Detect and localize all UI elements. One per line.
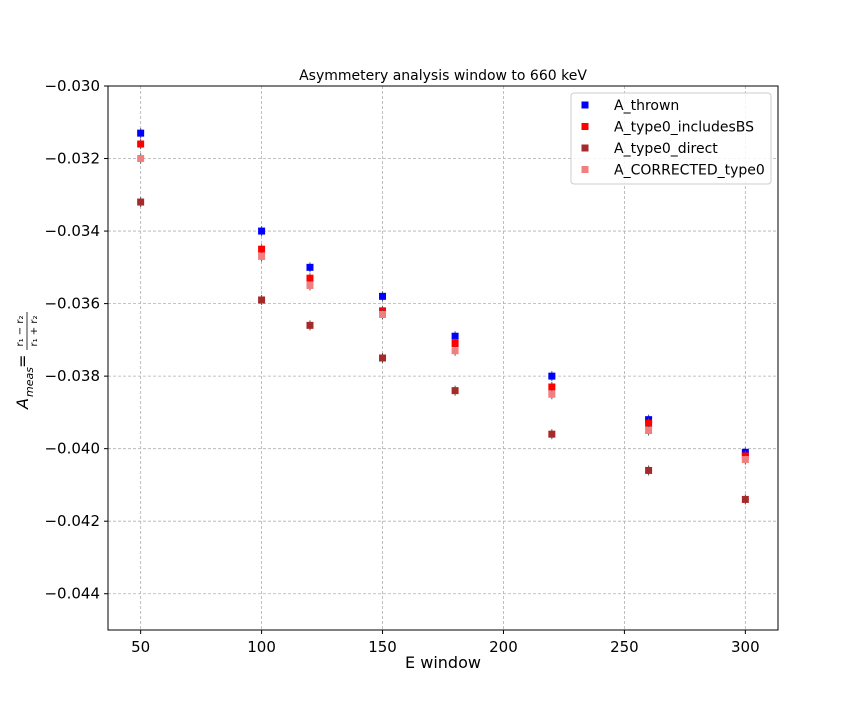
legend-item: A_CORRECTED_type0 xyxy=(581,163,765,179)
data-point xyxy=(379,292,387,300)
data-point xyxy=(451,339,459,347)
data-point xyxy=(451,332,459,340)
data-point xyxy=(258,252,266,260)
y-axis-label-numerator: r₁ − r₂ xyxy=(15,316,26,347)
data-point xyxy=(306,274,314,282)
data-point xyxy=(548,372,556,380)
y-tick-label: −0.042 xyxy=(44,512,100,530)
y-tick-label: −0.044 xyxy=(44,585,100,603)
grid xyxy=(108,85,778,630)
legend-item: A_type0_includesBS xyxy=(581,120,754,136)
data-point xyxy=(137,198,145,206)
data-point xyxy=(548,430,556,438)
data-point xyxy=(379,310,387,318)
y-axis-label: A meas = r₁ − r₂ r₁ + r₂ xyxy=(13,312,40,410)
data-point xyxy=(645,466,653,474)
data-point xyxy=(258,227,266,235)
series-A_type0_direct xyxy=(137,197,749,505)
data-points xyxy=(137,128,749,505)
series-A_CORRECTED_type0 xyxy=(137,153,749,465)
plot-frame xyxy=(107,85,779,631)
y-tick-label: −0.032 xyxy=(44,150,100,168)
data-point xyxy=(137,155,145,163)
data-point xyxy=(451,347,459,355)
y-tick-label: −0.040 xyxy=(44,440,100,458)
data-point xyxy=(741,495,749,503)
x-tick-label: 150 xyxy=(368,638,397,656)
data-point xyxy=(548,383,556,391)
x-tick-label: 200 xyxy=(489,638,518,656)
x-tick-label: 100 xyxy=(247,638,276,656)
data-point xyxy=(306,321,314,329)
x-tick-label: 50 xyxy=(131,638,150,656)
y-axis-label-denominator: r₁ + r₂ xyxy=(29,316,40,347)
data-point xyxy=(379,354,387,362)
x-axis-ticks: 50 100 150 200 250 300 xyxy=(131,630,760,656)
data-point xyxy=(306,281,314,289)
y-tick-label: −0.030 xyxy=(44,77,100,95)
y-tick-label: −0.034 xyxy=(44,222,100,240)
data-point xyxy=(137,140,145,148)
legend-marker xyxy=(581,123,589,130)
y-axis-label-equals: = xyxy=(13,355,32,368)
y-axis-ticks: −0.044 −0.042 −0.040 −0.038 −0.036 −0.034 −0.0… xyxy=(44,77,108,603)
data-point xyxy=(306,263,314,271)
x-axis-label: E window xyxy=(405,653,481,672)
legend-marker xyxy=(581,166,589,173)
legend-marker xyxy=(581,101,589,109)
legend: A_thrown A_type0_includesBS A_type0_direct… xyxy=(570,92,772,185)
data-point xyxy=(645,427,653,435)
legend-label: A_thrown xyxy=(614,98,679,114)
legend-item: A_thrown xyxy=(581,98,679,114)
chart-title: Asymmetery analysis window to 660 keV xyxy=(299,68,587,84)
y-axis-label-subscript: meas xyxy=(23,367,36,397)
legend-item: A_type0_direct xyxy=(581,141,718,157)
data-point xyxy=(741,456,749,464)
data-point xyxy=(548,390,556,398)
legend-label: A_type0_direct xyxy=(614,141,718,157)
x-tick-label: 300 xyxy=(731,638,760,656)
x-tick-label: 250 xyxy=(610,638,639,656)
data-point xyxy=(451,387,459,395)
legend-marker xyxy=(581,144,589,152)
legend-label: A_type0_includesBS xyxy=(614,120,754,136)
legend-box xyxy=(570,92,772,185)
data-point xyxy=(258,245,266,253)
legend-label: A_CORRECTED_type0 xyxy=(614,163,765,179)
data-point xyxy=(258,296,266,304)
y-tick-label: −0.038 xyxy=(44,367,100,385)
y-tick-label: −0.036 xyxy=(44,295,100,313)
y-axis-label-main: A xyxy=(13,398,32,410)
data-point xyxy=(137,129,145,137)
data-point xyxy=(645,419,653,427)
